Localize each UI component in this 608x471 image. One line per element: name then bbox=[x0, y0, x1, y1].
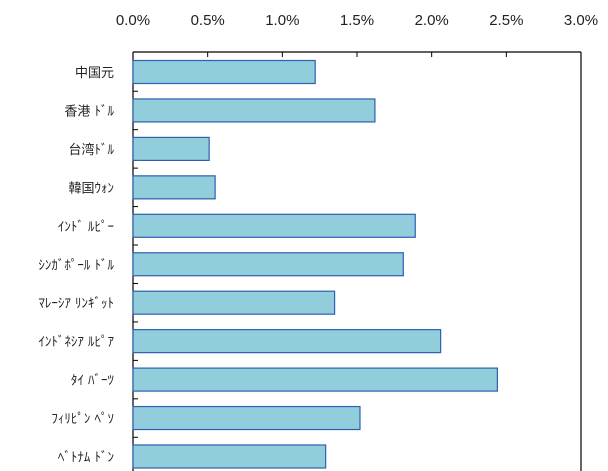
category-label: ﾍﾞﾄﾅﾑ ﾄﾞﾝ bbox=[58, 451, 114, 466]
bar bbox=[132, 136, 210, 161]
bar bbox=[132, 59, 316, 85]
category-label: ｲﾝﾄﾞﾈｼｱ ﾙﾋﾟｱ bbox=[38, 335, 114, 350]
x-axis-ticks: 0.0% 0.5% 1.0% 1.5% 2.0% 2.5% 3.0% bbox=[116, 12, 598, 57]
bar bbox=[132, 175, 216, 200]
bar bbox=[132, 98, 376, 123]
bar bbox=[132, 329, 442, 354]
bar bbox=[132, 290, 336, 315]
bar bbox=[132, 367, 498, 392]
category-label: ﾌｨﾘﾋﾟﾝ ﾍﾟｿ bbox=[51, 412, 114, 427]
category-label: 台湾ﾄﾞﾙ bbox=[68, 142, 114, 158]
category-label: ｲﾝﾄﾞ ﾙﾋﾟｰ bbox=[58, 220, 114, 235]
bar bbox=[132, 405, 361, 431]
bar bbox=[132, 444, 327, 469]
category-label: 韓国ｳｫﾝ bbox=[68, 181, 114, 196]
category-label: ｼﾝｶﾞﾎﾟｰﾙ ﾄﾞﾙ bbox=[38, 258, 114, 273]
x-tick-label: 3.0% bbox=[564, 12, 598, 29]
x-tick-label: 0.5% bbox=[191, 12, 225, 29]
x-tick-label: 2.5% bbox=[489, 12, 523, 29]
category-label: ﾏﾚｰｼｱ ﾘﾝｷﾞｯﾄ bbox=[38, 297, 114, 312]
category-label: ﾀｲ ﾊﾞｰﾂ bbox=[71, 374, 114, 389]
x-tick-label: 1.0% bbox=[265, 12, 299, 29]
x-tick-label: 0.0% bbox=[116, 12, 150, 29]
bars bbox=[132, 59, 498, 469]
x-tick-label: 1.5% bbox=[340, 12, 374, 29]
x-tick-label: 2.0% bbox=[415, 12, 449, 29]
category-label: 香港 ﾄﾞﾙ bbox=[64, 104, 114, 119]
category-label: 中国元 bbox=[75, 66, 114, 81]
bar bbox=[132, 252, 404, 277]
bar bbox=[132, 213, 416, 238]
